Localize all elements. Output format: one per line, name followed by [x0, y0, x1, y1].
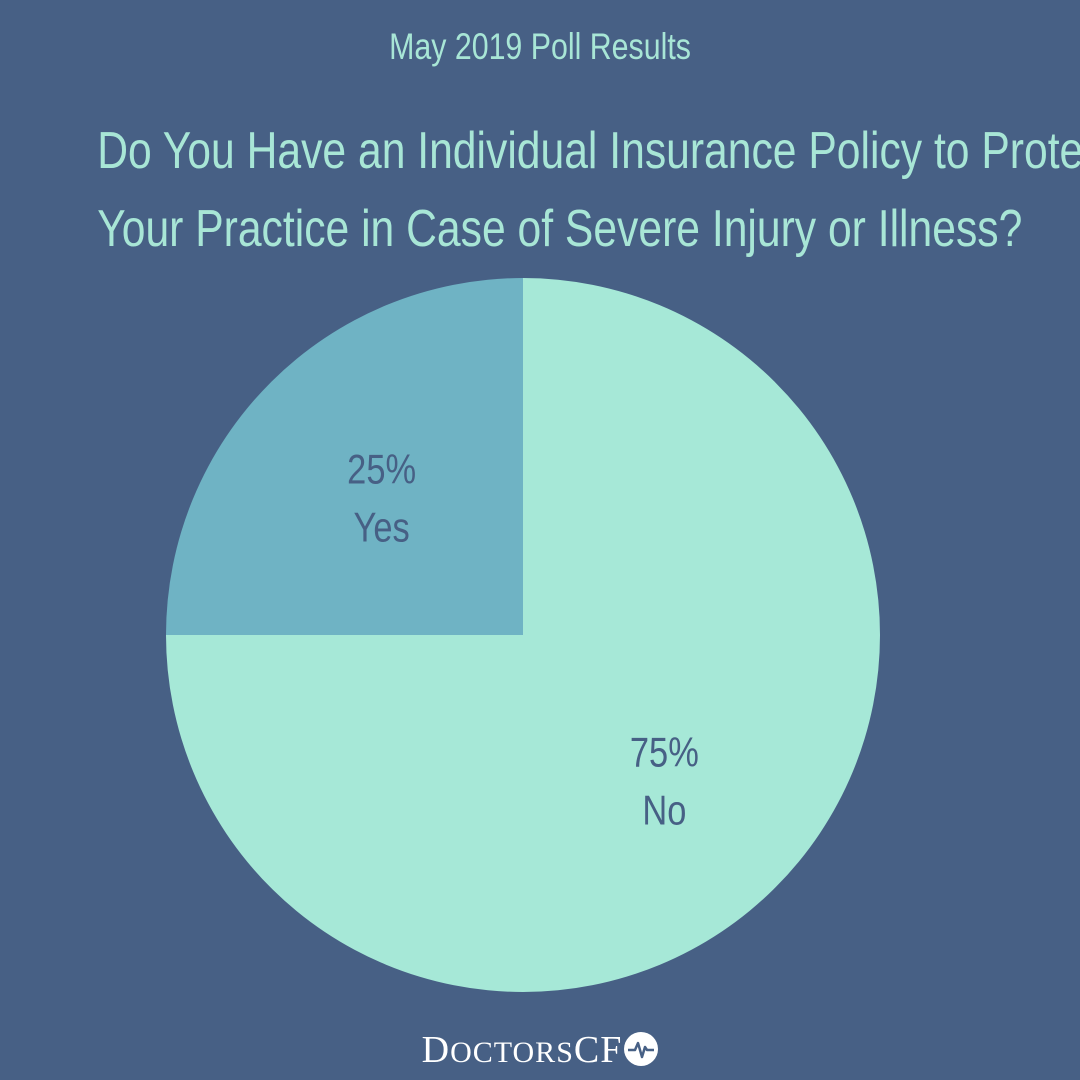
chart-title: Do You Have an Individual Insurance Poli…: [97, 112, 1080, 268]
slice-value-label-no: 75%: [630, 729, 699, 776]
brand-logo: DOCTORSCF: [0, 1028, 1080, 1072]
heartbeat-logo-icon: [624, 1032, 659, 1066]
slice-category-label-no: No: [642, 787, 686, 834]
chart-title-line-2: Your Practice in Case of Severe Injury o…: [97, 200, 1023, 258]
chart-title-line-1: Do You Have an Individual Insurance Poli…: [97, 122, 1080, 180]
pie-slice-no: [166, 278, 880, 992]
pie-slice-yes: [166, 278, 523, 635]
slice-category-label-yes: Yes: [354, 504, 410, 551]
slice-value-label-yes: 25%: [347, 446, 416, 493]
poll-subtitle: May 2019 Poll Results: [389, 26, 691, 67]
